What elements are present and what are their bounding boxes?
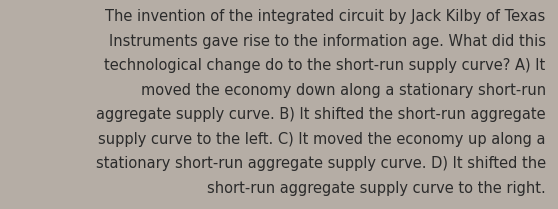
Text: Instruments gave rise to the information age. What did this: Instruments gave rise to the information… xyxy=(109,34,546,49)
Text: moved the economy down along a stationary short-run: moved the economy down along a stationar… xyxy=(141,83,546,98)
Text: aggregate supply curve. B) It shifted the short-run aggregate: aggregate supply curve. B) It shifted th… xyxy=(96,107,546,122)
Text: The invention of the integrated circuit by Jack Kilby of Texas: The invention of the integrated circuit … xyxy=(105,9,546,24)
Text: technological change do to the short-run supply curve? A) It: technological change do to the short-run… xyxy=(104,58,546,73)
Text: short-run aggregate supply curve to the right.: short-run aggregate supply curve to the … xyxy=(207,181,546,196)
Text: supply curve to the left. C) It moved the economy up along a: supply curve to the left. C) It moved th… xyxy=(98,132,546,147)
Text: stationary short-run aggregate supply curve. D) It shifted the: stationary short-run aggregate supply cu… xyxy=(95,156,546,171)
